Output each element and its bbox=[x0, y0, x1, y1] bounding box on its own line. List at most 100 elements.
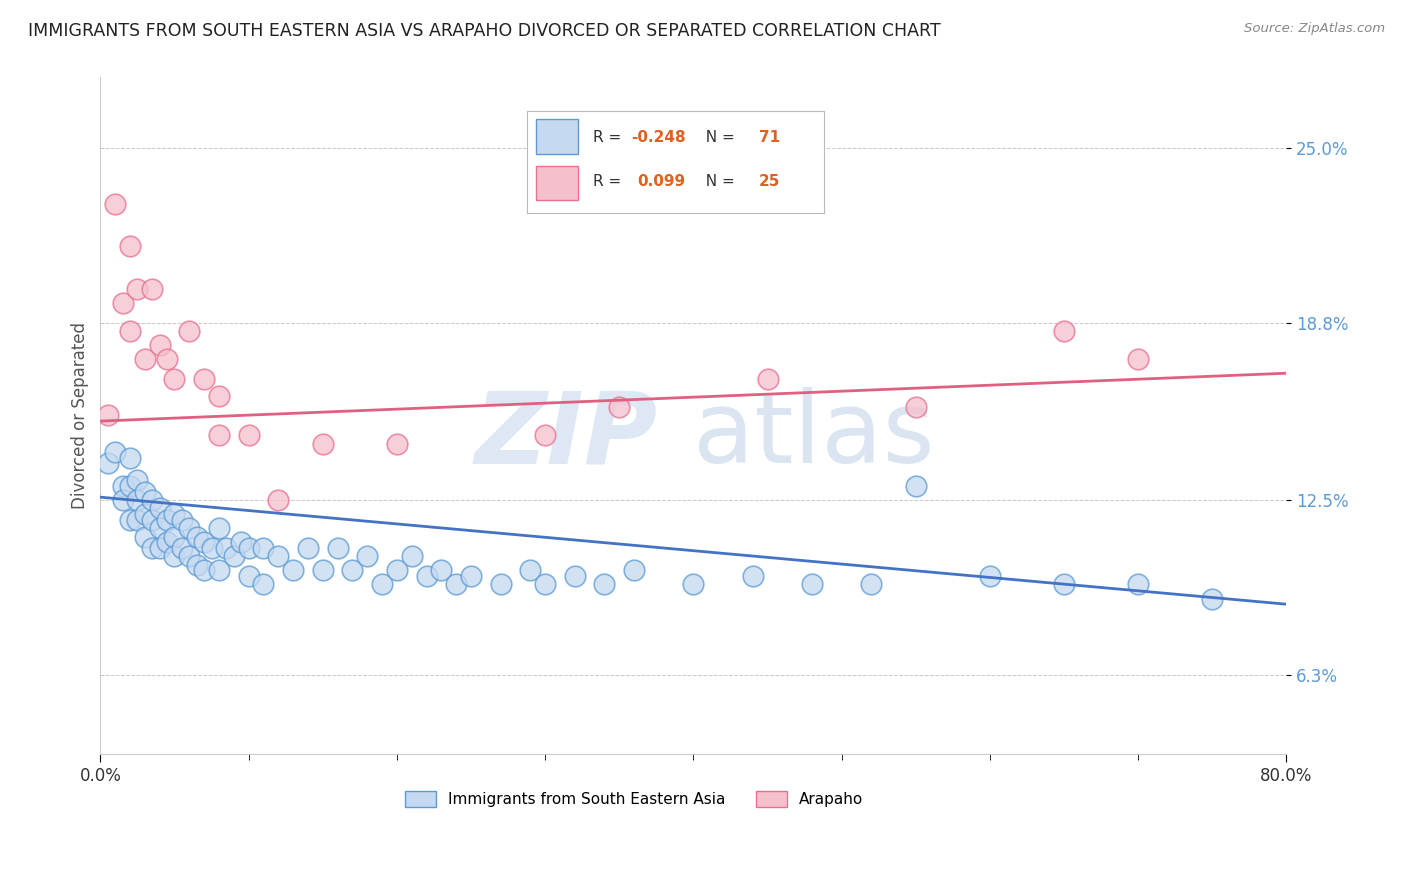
Point bbox=[444, 577, 467, 591]
Point bbox=[149, 541, 172, 555]
Point bbox=[193, 563, 215, 577]
Text: atlas: atlas bbox=[693, 387, 935, 484]
Point bbox=[519, 563, 541, 577]
Point bbox=[104, 445, 127, 459]
Point bbox=[170, 513, 193, 527]
Point bbox=[208, 389, 231, 403]
Point bbox=[430, 563, 453, 577]
Point bbox=[222, 549, 245, 564]
Point bbox=[127, 282, 149, 296]
Point bbox=[170, 541, 193, 555]
Point bbox=[163, 507, 186, 521]
Point bbox=[118, 239, 141, 253]
Point bbox=[118, 479, 141, 493]
Point bbox=[193, 535, 215, 549]
Point bbox=[534, 577, 557, 591]
Point bbox=[141, 493, 163, 508]
Text: IMMIGRANTS FROM SOUTH EASTERN ASIA VS ARAPAHO DIVORCED OR SEPARATED CORRELATION : IMMIGRANTS FROM SOUTH EASTERN ASIA VS AR… bbox=[28, 22, 941, 40]
Point bbox=[186, 558, 208, 572]
Point bbox=[156, 513, 179, 527]
Point bbox=[134, 507, 156, 521]
Point bbox=[238, 541, 260, 555]
Point bbox=[238, 569, 260, 583]
Point bbox=[134, 530, 156, 544]
Point bbox=[267, 493, 290, 508]
Point bbox=[179, 521, 201, 535]
Point bbox=[238, 428, 260, 442]
Point bbox=[1128, 577, 1150, 591]
Point bbox=[860, 577, 883, 591]
Point bbox=[231, 535, 253, 549]
Point bbox=[312, 436, 335, 450]
Point bbox=[118, 450, 141, 465]
Point bbox=[179, 549, 201, 564]
Point bbox=[682, 577, 704, 591]
Point bbox=[118, 324, 141, 338]
Point bbox=[127, 493, 149, 508]
Point bbox=[208, 563, 231, 577]
Text: ZIP: ZIP bbox=[475, 387, 658, 484]
Point bbox=[385, 436, 408, 450]
Point bbox=[460, 569, 482, 583]
Point bbox=[111, 493, 134, 508]
Legend: Immigrants from South Eastern Asia, Arapaho: Immigrants from South Eastern Asia, Arap… bbox=[399, 785, 869, 814]
Point bbox=[385, 563, 408, 577]
Point bbox=[342, 563, 364, 577]
Point bbox=[356, 549, 378, 564]
Point bbox=[127, 473, 149, 487]
Point bbox=[756, 372, 779, 386]
Point bbox=[564, 569, 586, 583]
Point bbox=[156, 535, 179, 549]
Point bbox=[111, 295, 134, 310]
Point bbox=[904, 400, 927, 414]
Point bbox=[208, 428, 231, 442]
Point bbox=[179, 324, 201, 338]
Point bbox=[97, 409, 120, 423]
Y-axis label: Divorced or Separated: Divorced or Separated bbox=[72, 322, 89, 509]
Point bbox=[141, 282, 163, 296]
Point bbox=[1053, 577, 1076, 591]
Point bbox=[111, 479, 134, 493]
Point bbox=[489, 577, 512, 591]
Point bbox=[623, 563, 645, 577]
Point bbox=[208, 521, 231, 535]
Point bbox=[741, 569, 763, 583]
Point bbox=[134, 352, 156, 367]
Point bbox=[371, 577, 394, 591]
Point bbox=[149, 501, 172, 516]
Point bbox=[904, 479, 927, 493]
Point bbox=[149, 338, 172, 352]
Point bbox=[312, 563, 335, 577]
Point bbox=[1128, 352, 1150, 367]
Point bbox=[163, 549, 186, 564]
Text: Source: ZipAtlas.com: Source: ZipAtlas.com bbox=[1244, 22, 1385, 36]
Point bbox=[1201, 591, 1223, 606]
Point bbox=[163, 372, 186, 386]
Point bbox=[252, 541, 274, 555]
Point bbox=[97, 456, 120, 470]
Point bbox=[134, 484, 156, 499]
Point bbox=[297, 541, 319, 555]
Point bbox=[593, 577, 616, 591]
Point bbox=[156, 352, 179, 367]
Point bbox=[534, 428, 557, 442]
Point bbox=[163, 530, 186, 544]
Point bbox=[141, 513, 163, 527]
Point bbox=[127, 513, 149, 527]
Point bbox=[252, 577, 274, 591]
Point bbox=[186, 530, 208, 544]
Point bbox=[801, 577, 824, 591]
Point bbox=[607, 400, 630, 414]
Point bbox=[118, 513, 141, 527]
Point bbox=[149, 521, 172, 535]
Point bbox=[193, 372, 215, 386]
Point bbox=[1053, 324, 1076, 338]
Point bbox=[267, 549, 290, 564]
Point bbox=[326, 541, 349, 555]
Point bbox=[415, 569, 437, 583]
Point bbox=[401, 549, 423, 564]
Point bbox=[141, 541, 163, 555]
Point bbox=[979, 569, 1001, 583]
Point bbox=[200, 541, 222, 555]
Point bbox=[281, 563, 304, 577]
